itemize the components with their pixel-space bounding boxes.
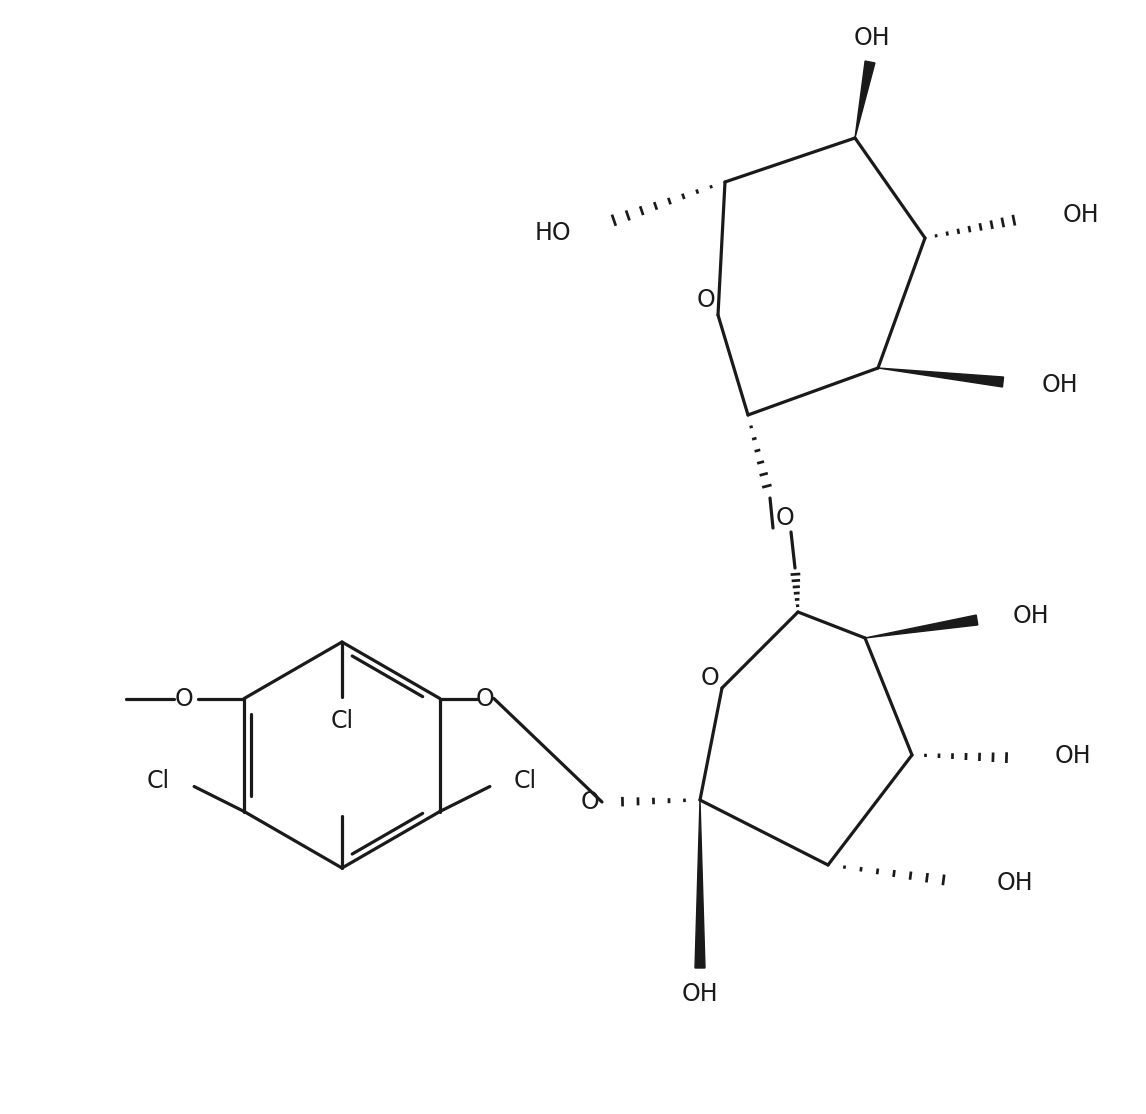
Polygon shape bbox=[878, 368, 1004, 387]
Text: OH: OH bbox=[854, 26, 890, 50]
Text: OH: OH bbox=[682, 983, 719, 1006]
Text: O: O bbox=[697, 289, 715, 312]
Text: OH: OH bbox=[997, 871, 1034, 895]
Text: Cl: Cl bbox=[147, 769, 170, 792]
Text: OH: OH bbox=[1042, 373, 1078, 397]
Text: O: O bbox=[776, 506, 794, 530]
Text: Cl: Cl bbox=[330, 709, 354, 733]
Text: OH: OH bbox=[1055, 744, 1092, 768]
Text: O: O bbox=[476, 686, 494, 711]
Text: OH: OH bbox=[1063, 203, 1100, 227]
Text: Cl: Cl bbox=[513, 769, 537, 792]
Text: OH: OH bbox=[1013, 604, 1050, 628]
Text: O: O bbox=[581, 790, 599, 814]
Text: HO: HO bbox=[535, 221, 572, 245]
Text: O: O bbox=[174, 686, 194, 711]
Polygon shape bbox=[855, 61, 874, 138]
Text: O: O bbox=[700, 666, 720, 690]
Polygon shape bbox=[865, 615, 978, 638]
Polygon shape bbox=[694, 800, 705, 968]
